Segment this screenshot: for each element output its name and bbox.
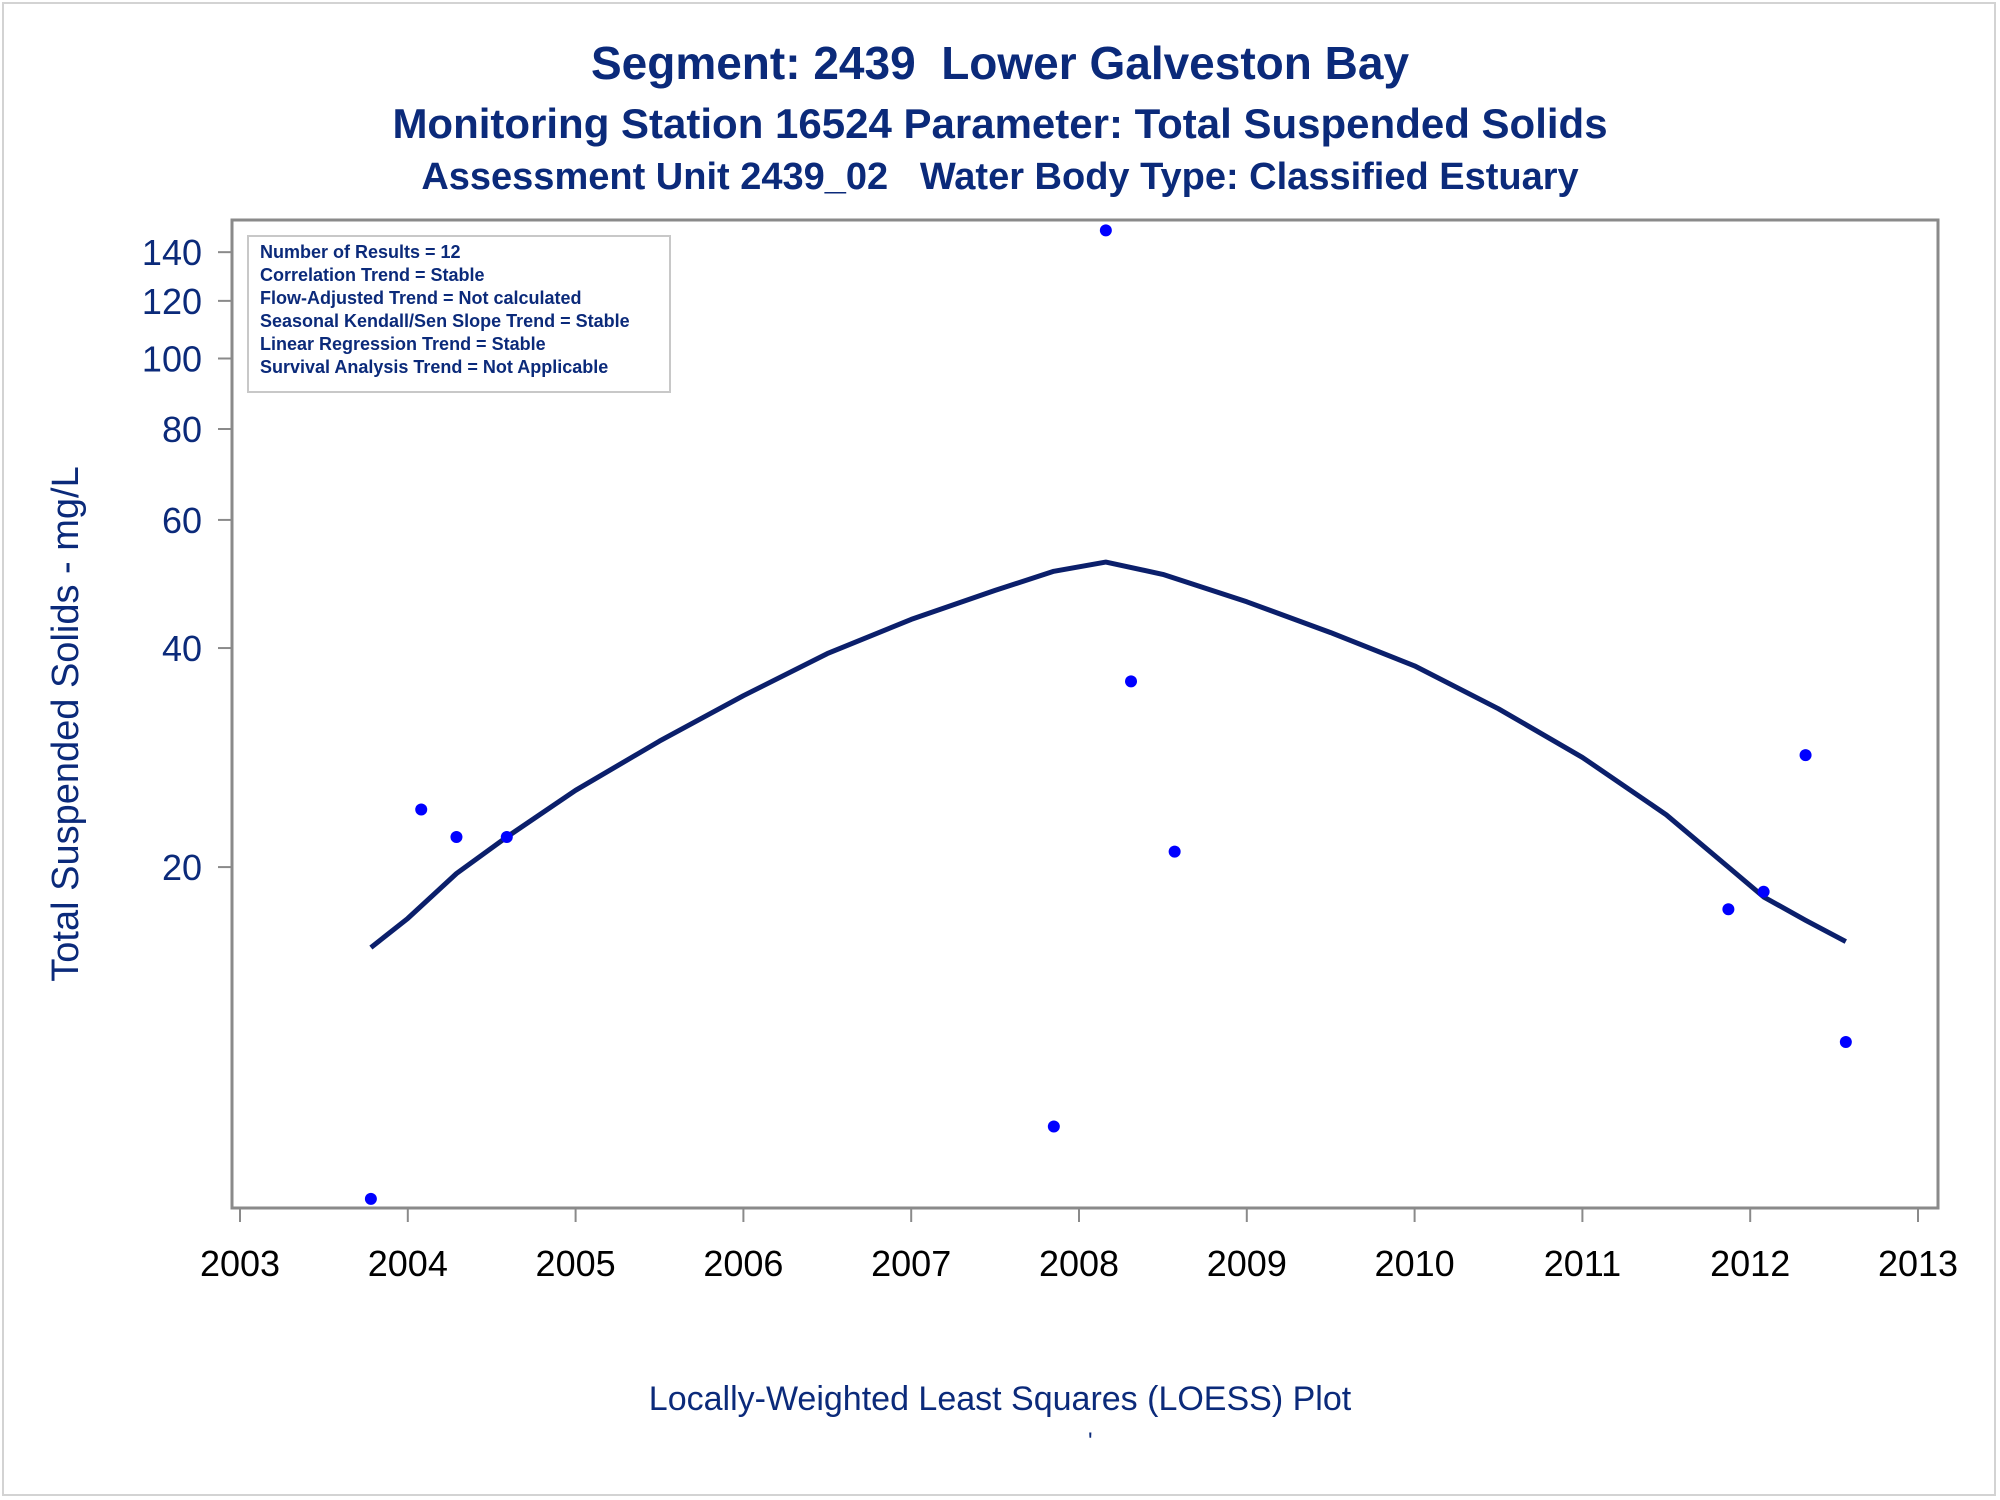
y-tick-label: 140 — [142, 232, 202, 273]
y-tick-label: 20 — [162, 847, 202, 888]
data-point — [450, 830, 463, 843]
stats-box-line: Seasonal Kendall/Sen Slope Trend = Stabl… — [260, 311, 630, 331]
stats-box-line: Linear Regression Trend = Stable — [260, 334, 546, 354]
data-point — [1839, 1035, 1852, 1048]
data-point — [1099, 224, 1112, 237]
y-tick-label: 100 — [142, 338, 202, 379]
loess-curve-layer — [369, 559, 1847, 950]
stats-box: Number of Results = 12 Correlation Trend … — [247, 235, 671, 393]
stats-box-line: Number of Results = 12 — [260, 242, 461, 262]
loess-curve — [369, 559, 1847, 950]
y-tick-label: 120 — [142, 281, 202, 322]
data-point — [1168, 845, 1181, 858]
x-tick-label: 2005 — [536, 1243, 616, 1284]
chart-subtitle-assessment: Assessment Unit 2439_02 Water Body Type:… — [421, 156, 1579, 198]
x-tick-label: 2006 — [703, 1243, 783, 1284]
stats-box-line: Survival Analysis Trend = Not Applicable — [260, 357, 608, 377]
data-point — [364, 1192, 377, 1205]
data-point — [1722, 903, 1735, 916]
stats-box-frame — [247, 235, 671, 393]
chart-title: Segment: 2439 Lower Galveston Bay — [590, 37, 1410, 89]
x-tick-label: 2011 — [1544, 1243, 1621, 1284]
x-tick-label: 2004 — [368, 1243, 448, 1284]
x-tick-label: 2009 — [1207, 1243, 1287, 1284]
data-point — [500, 830, 513, 843]
chart-subtitle-station: Monitoring Station 16524 Parameter: Tota… — [392, 100, 1608, 147]
footnote-mark: ' — [1088, 1428, 1093, 1455]
footnote: Locally-Weighted Least Squares (LOESS) P… — [648, 1380, 1352, 1418]
data-point — [1047, 1120, 1060, 1133]
plot-area — [230, 218, 1940, 1210]
y-tick-label: 80 — [162, 409, 202, 450]
stats-box-line: Correlation Trend = Stable — [260, 265, 485, 285]
x-tick-label: 2010 — [1375, 1243, 1455, 1284]
y-axis-label: Total Suspended Solids - mg/L — [45, 466, 87, 981]
x-tick-label: 2008 — [1039, 1243, 1119, 1284]
scatter-points-layer — [364, 224, 1852, 1205]
data-point — [1799, 749, 1812, 762]
y-tick-label: 40 — [162, 628, 202, 669]
axes: 2003 2004 2005 2006 2007 2008 2009 2010 2011 2012… — [142, 232, 1958, 1284]
x-tick-label: 2003 — [200, 1243, 280, 1284]
data-point — [415, 803, 428, 816]
x-tick-label: 2012 — [1710, 1243, 1790, 1284]
x-tick-label: 2013 — [1878, 1243, 1958, 1284]
stats-box-line: Flow-Adjusted Trend = Not calculated — [260, 288, 582, 308]
y-tick-label: 60 — [162, 500, 202, 541]
data-point — [1125, 675, 1138, 688]
data-point — [1757, 885, 1770, 898]
x-tick-label: 2007 — [871, 1243, 951, 1284]
